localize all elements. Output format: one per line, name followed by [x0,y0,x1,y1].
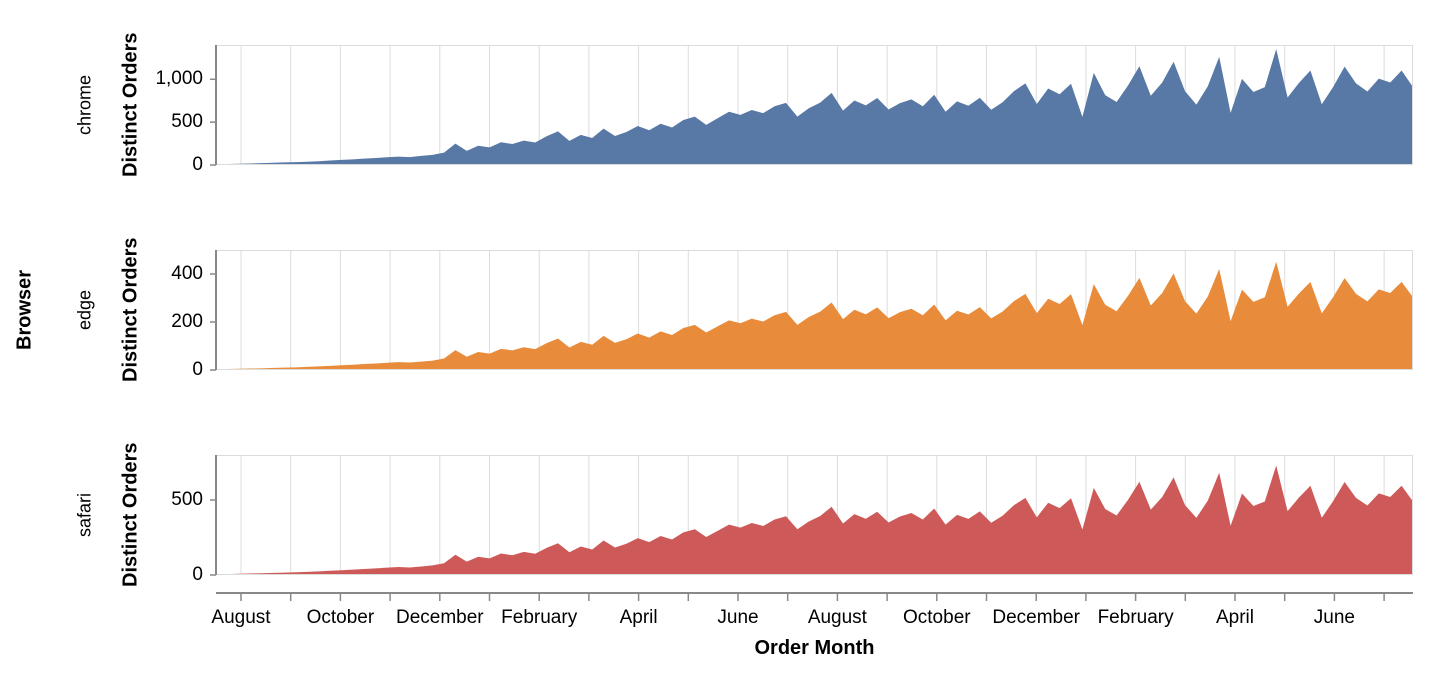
area-chrome [216,49,1413,165]
y-tick-label: 0 [192,154,203,175]
x-tick-label: June [717,607,759,628]
plot-chrome [210,45,1413,166]
y-tick-label: 200 [171,311,203,332]
x-tick-label: June [1313,607,1355,628]
facet-row-label-chrome: chrome [74,74,95,136]
x-tick-label: October [306,607,375,628]
area-edge [216,261,1413,370]
x-tick-label: August [807,607,867,628]
y-tick-label: 0 [192,564,203,585]
y-tick-label: 500 [171,489,203,510]
x-tick-label: December [395,607,484,628]
x-tick-label: April [1215,607,1254,628]
facet-axis-title: Browser [13,269,36,351]
x-tick-label: February [501,607,578,628]
x-axis-title: Order Month [754,637,875,659]
x-tick-label: April [619,607,658,628]
y-axis-title-chrome: Distinct Orders [119,32,142,178]
plot-edge [210,250,1413,371]
x-axis [216,592,1413,601]
facet-row-label-edge: edge [74,289,95,331]
area-safari [216,465,1413,575]
x-tick-label: February [1097,607,1174,628]
y-tick-label: 400 [171,263,203,284]
x-tick-label: August [211,607,271,628]
x-tick-label: October [903,607,971,628]
y-tick-label: 0 [192,359,203,380]
y-axis-title-edge: Distinct Orders [119,237,142,383]
y-tick-label: 500 [171,111,203,133]
facet-row-label-safari: safari [74,493,95,538]
x-tick-label: December [992,607,1081,628]
y-axis-title-safari: Distinct Orders [119,442,142,588]
y-tick-label: 1,000 [155,68,203,90]
plot-safari [210,455,1413,576]
